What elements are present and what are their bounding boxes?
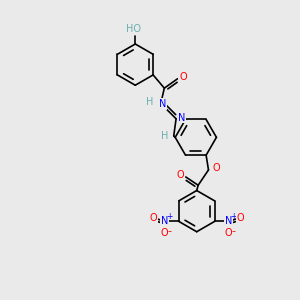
Text: O: O — [225, 228, 232, 238]
Text: N: N — [225, 216, 232, 226]
Text: HO: HO — [126, 24, 141, 34]
Text: H: H — [146, 97, 153, 107]
Text: O: O — [177, 170, 184, 180]
Text: +: + — [166, 212, 172, 221]
Text: N: N — [161, 216, 168, 226]
Text: -: - — [231, 226, 235, 236]
Text: O: O — [149, 213, 157, 223]
Text: O: O — [161, 228, 169, 238]
Text: -: - — [167, 226, 171, 236]
Text: N: N — [159, 99, 166, 109]
Text: +: + — [230, 212, 236, 221]
Text: O: O — [212, 164, 220, 173]
Text: H: H — [160, 131, 168, 141]
Text: N: N — [178, 112, 185, 123]
Text: O: O — [179, 72, 187, 82]
Text: O: O — [236, 213, 244, 223]
